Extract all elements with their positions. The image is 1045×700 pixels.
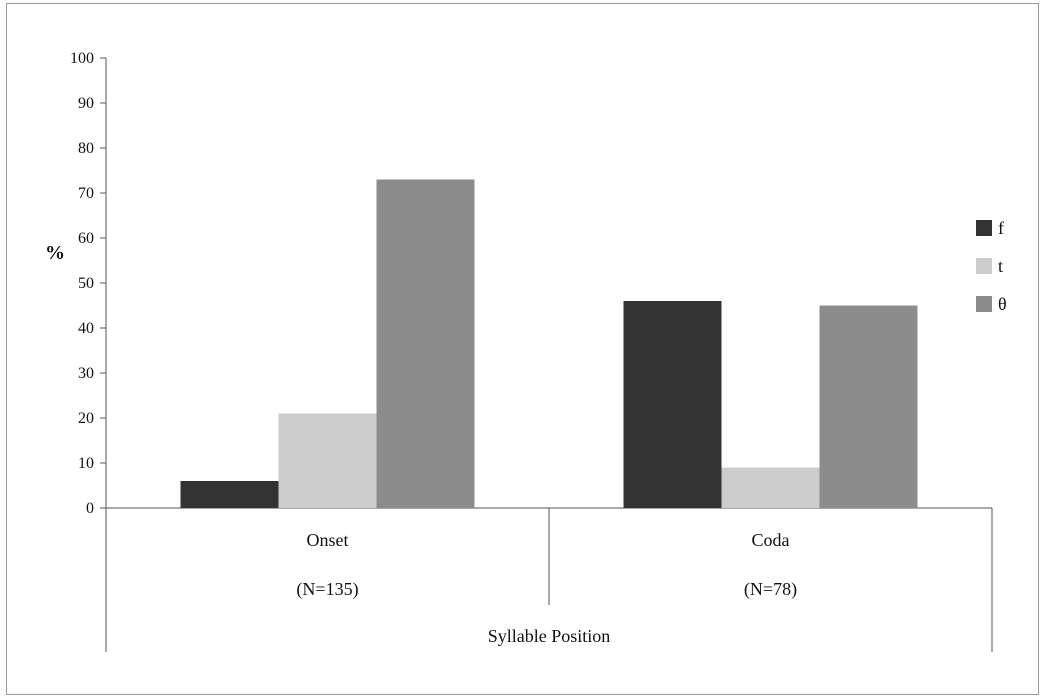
labels-group: 0 10 20 30 40 50 60 70 80 90 100 Onset (N=135) Coda (N… — [45, 50, 797, 646]
legend: ftθ — [976, 218, 1007, 314]
bars-group — [180, 179, 918, 508]
y-tick-label: 100 — [70, 50, 94, 67]
y-tick-label: 80 — [78, 140, 94, 157]
legend-swatch-0 — [976, 220, 992, 236]
bar-coda-2 — [819, 305, 918, 508]
category-count-label: (N=135) — [296, 579, 358, 600]
y-tick-label: 40 — [78, 320, 94, 337]
bar-coda-0 — [623, 301, 722, 508]
legend-swatch-1 — [976, 258, 992, 274]
y-tick-label: 30 — [78, 365, 94, 382]
legend-label-0: f — [998, 218, 1004, 238]
bar-onset-0 — [180, 481, 279, 508]
y-tick-label: 50 — [78, 275, 94, 292]
y-tick-label: 10 — [78, 455, 94, 472]
category-count-label: (N=78) — [744, 579, 797, 600]
y-tick-label: 70 — [78, 185, 94, 202]
legend-label-1: t — [998, 256, 1003, 276]
y-axis-title: % — [45, 242, 65, 264]
y-tick-label: 0 — [86, 500, 94, 517]
legend-swatch-2 — [976, 296, 992, 312]
category-label: Coda — [752, 530, 790, 550]
bar-onset-1 — [278, 413, 377, 508]
category-label: Onset — [307, 530, 349, 550]
bar-onset-2 — [376, 179, 475, 508]
y-tick-label: 60 — [78, 230, 94, 247]
y-tick-label: 90 — [78, 95, 94, 112]
legend-label-2: θ — [998, 294, 1007, 314]
bar-coda-1 — [721, 467, 820, 508]
y-tick-label: 20 — [78, 410, 94, 427]
x-axis-title: Syllable Position — [488, 626, 611, 646]
